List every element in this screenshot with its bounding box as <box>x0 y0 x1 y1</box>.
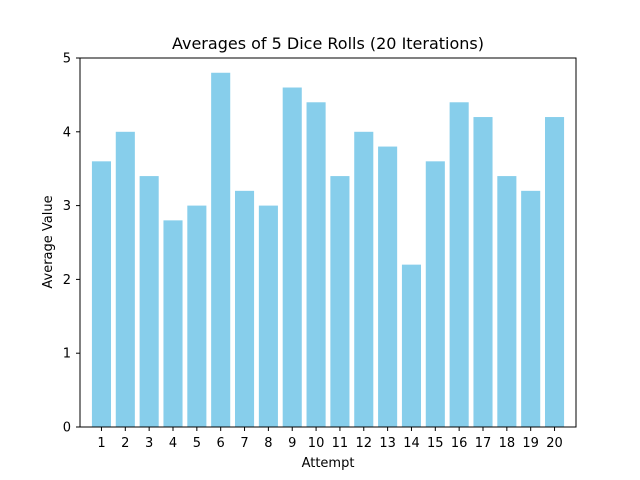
y-axis: 0 1 2 3 4 5 <box>63 52 80 436</box>
bar-attempt-4 <box>163 220 183 427</box>
bar-attempt-7 <box>235 190 255 427</box>
bar-attempt-2 <box>115 131 135 428</box>
y-tick-label: 4 <box>63 125 71 140</box>
x-tick-label: 2 <box>121 436 129 451</box>
bar-attempt-10 <box>306 102 326 427</box>
chart-title: Averages of 5 Dice Rolls (20 Iterations) <box>172 34 484 53</box>
bar-attempt-18 <box>497 176 517 427</box>
plot-area <box>91 72 565 428</box>
bar-attempt-14 <box>401 264 421 427</box>
x-tick-label: 20 <box>546 436 563 451</box>
x-tick-label: 3 <box>145 436 153 451</box>
bar-attempt-20 <box>545 117 565 427</box>
y-tick-label: 2 <box>63 273 71 288</box>
bar-attempt-6 <box>211 72 231 427</box>
plot-frame <box>79 57 577 428</box>
x-tick-label: 14 <box>403 436 420 451</box>
x-tick-label: 18 <box>499 436 516 451</box>
bar-attempt-5 <box>187 205 207 427</box>
x-axis: 1 2 3 4 5 6 7 8 9 10 11 12 13 14 15 16 17 18 19 20 <box>97 427 563 451</box>
x-tick-label: 4 <box>169 436 177 451</box>
x-tick-label: 5 <box>193 436 201 451</box>
y-axis-label: Average Value <box>41 195 56 288</box>
bar-attempt-17 <box>473 117 493 427</box>
y-tick-label: 0 <box>63 421 71 436</box>
x-tick-label: 15 <box>427 436 444 451</box>
y-tick-label: 3 <box>63 199 71 214</box>
x-tick-label: 6 <box>217 436 225 451</box>
bar-attempt-11 <box>330 176 350 427</box>
x-tick-label: 11 <box>332 436 349 451</box>
bar-attempt-3 <box>139 176 159 427</box>
x-tick-label: 19 <box>522 436 539 451</box>
x-tick-label: 1 <box>97 436 105 451</box>
x-tick-label: 17 <box>475 436 492 451</box>
bar-attempt-13 <box>378 146 398 427</box>
bar-attempt-1 <box>91 161 111 427</box>
bar-attempt-9 <box>282 87 302 428</box>
bar-attempt-15 <box>425 161 445 427</box>
x-axis-label: Attempt <box>302 456 355 471</box>
x-tick-label: 7 <box>240 436 248 451</box>
bar-attempt-8 <box>258 205 278 427</box>
x-tick-label: 9 <box>288 436 296 451</box>
bar-attempt-12 <box>354 131 374 428</box>
bar-attempt-16 <box>449 102 469 427</box>
y-tick-label: 5 <box>63 52 71 67</box>
bar-attempt-19 <box>521 190 541 427</box>
y-tick-label: 1 <box>63 347 71 362</box>
x-tick-label: 12 <box>355 436 372 451</box>
x-tick-label: 13 <box>379 436 396 451</box>
x-tick-label: 16 <box>451 436 468 451</box>
x-tick-label: 10 <box>308 436 325 451</box>
x-tick-label: 8 <box>264 436 272 451</box>
